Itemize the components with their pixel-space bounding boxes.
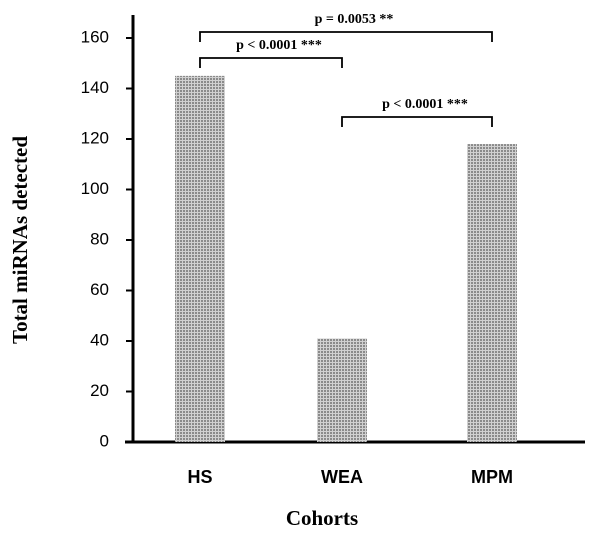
x-tick-label: WEA	[321, 467, 363, 487]
y-axis-title: Total miRNAs detected	[8, 136, 32, 344]
y-tick-label: 120	[81, 128, 109, 147]
y-tick-label: 40	[90, 330, 109, 349]
bar	[175, 75, 225, 442]
significance-bracket	[341, 116, 493, 127]
bar	[317, 338, 367, 442]
y-tick-label: 80	[90, 229, 109, 248]
x-axis-title: Cohorts	[286, 506, 358, 530]
y-tick-label: 20	[90, 381, 109, 400]
significance-label: p < 0.0001 ***	[236, 38, 322, 53]
y-tick-label: 160	[81, 27, 109, 46]
x-tick-label: HS	[187, 467, 212, 487]
x-tick-label: MPM	[471, 467, 513, 487]
y-tick-label: 0	[100, 431, 109, 450]
significance-label: p < 0.0001 ***	[382, 97, 468, 112]
significance-bracket	[199, 31, 493, 42]
y-tick-label: 100	[81, 179, 109, 198]
y-tick-label: 140	[81, 78, 109, 97]
significance-label: p = 0.0053 **	[315, 12, 394, 27]
bar	[467, 144, 517, 443]
significance-bracket	[199, 57, 343, 68]
y-tick-label: 60	[90, 280, 109, 299]
